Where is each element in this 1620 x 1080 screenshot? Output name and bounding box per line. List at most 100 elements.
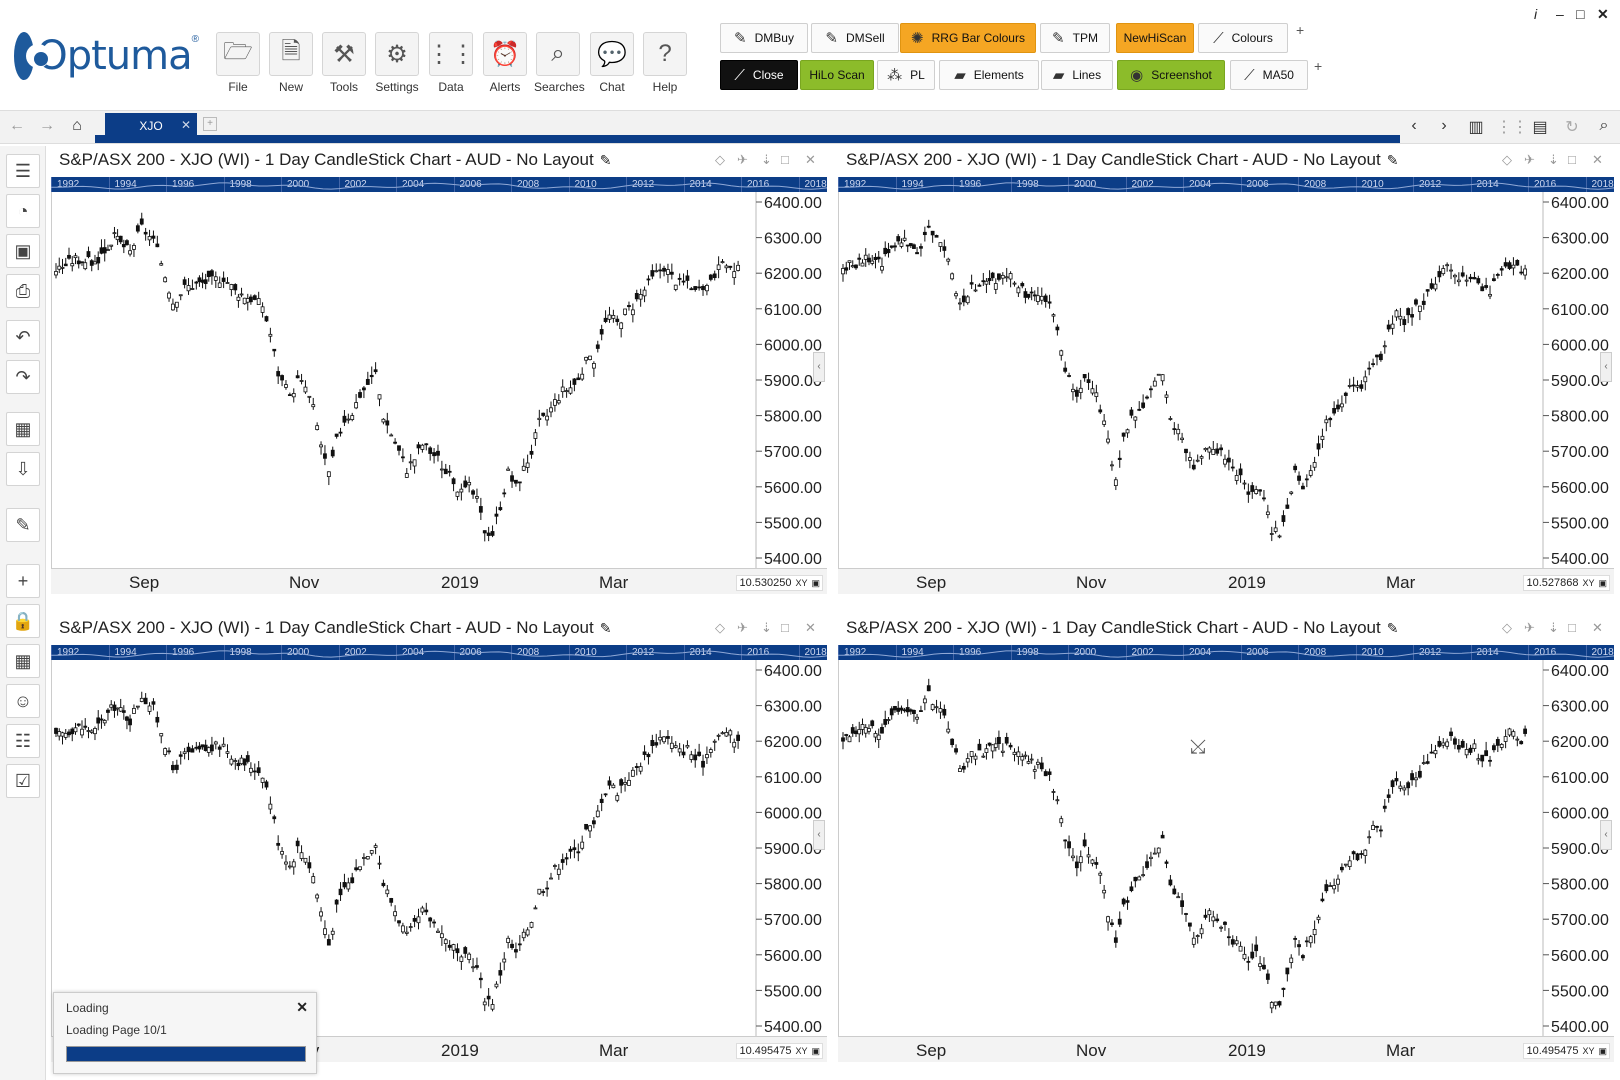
candlestick-plot[interactable]: 6400.00 6300.00 6200.00 6100.00 6000.00 5900.… — [838, 660, 1614, 1036]
sidebar-undo-button[interactable]: ↶ — [6, 320, 40, 354]
pin-icon[interactable]: ✈ — [737, 620, 748, 635]
toolbar-file-button[interactable]: 🗁 File — [214, 32, 262, 98]
toolbar-data-button[interactable]: ⋮⋮ Data — [427, 32, 475, 98]
sidebar-redo-button[interactable]: ↷ — [6, 360, 40, 394]
workbook-icon[interactable]: ▤ — [1532, 119, 1548, 136]
xy-toggle[interactable]: XY — [1582, 1046, 1595, 1056]
close-window-button[interactable]: ✕ — [1597, 6, 1609, 22]
lock-icon[interactable]: ▣ — [811, 1045, 820, 1056]
sort-icon[interactable]: ⇣ — [761, 152, 772, 167]
collapse-axis-handle[interactable]: ‹ — [813, 820, 825, 850]
collapse-axis-handle[interactable]: ‹ — [1600, 352, 1612, 382]
diamond-icon[interactable]: ◇ — [1502, 152, 1512, 167]
maximize-panel-icon[interactable]: □ — [1568, 152, 1576, 167]
refresh-icon[interactable]: ↻ — [1565, 119, 1579, 136]
chart-panel[interactable]: S&P/ASX 200 - XJO (WI) - 1 Day CandleSti… — [838, 146, 1614, 606]
maximize-panel-icon[interactable]: □ — [781, 152, 789, 167]
sidebar-export-button[interactable]: ⇩ — [6, 452, 40, 486]
close-panel-icon[interactable]: ✕ — [1592, 620, 1603, 635]
pin-icon[interactable]: ✈ — [737, 152, 748, 167]
lock-icon[interactable]: ▣ — [1598, 1045, 1607, 1056]
candlestick-plot[interactable]: 6400.00 6300.00 6200.00 6100.00 6000.00 5900.… — [51, 660, 827, 1036]
xy-toggle[interactable]: XY — [795, 578, 808, 588]
quick-lines-button[interactable]: ▰ Lines — [1041, 60, 1113, 90]
add-quick-button-row1[interactable]: + — [1296, 22, 1305, 38]
cursor-readout[interactable]: 10.495475 XY ▣ — [736, 1043, 823, 1059]
quick-tpm-button[interactable]: ✎ TPM — [1040, 23, 1110, 53]
overview-scrollbar[interactable]: 1992 1994 1996 1998 2000 2002 2004 2006 2008 2010… — [51, 177, 827, 192]
maximize-button[interactable]: □ — [1576, 6, 1585, 22]
sidebar-checklist-button[interactable]: ☑ — [6, 764, 40, 798]
toolbar-chat-button[interactable]: 💬 Chat — [588, 32, 636, 98]
sidebar-document-button[interactable]: ☷ — [6, 724, 40, 758]
forward-arrow-icon[interactable]: → — [39, 117, 55, 134]
loading-close-icon[interactable]: ✕ — [296, 999, 308, 1015]
edit-pencil-icon[interactable]: ✎ — [599, 152, 612, 168]
sidebar-print-button[interactable]: ⎙ — [6, 274, 40, 308]
pin-icon[interactable]: ✈ — [1524, 152, 1535, 167]
cursor-readout[interactable]: 10.527868 XY ▣ — [1523, 575, 1610, 591]
quick-screenshot-button[interactable]: ◉ Screenshot — [1117, 60, 1225, 90]
close-panel-icon[interactable]: ✕ — [1592, 152, 1603, 167]
add-quick-button-row2[interactable]: + — [1314, 58, 1323, 74]
edit-pencil-icon[interactable]: ✎ — [1386, 620, 1399, 636]
chevron-left-icon[interactable]: ‹ — [1411, 117, 1417, 134]
chart-panel[interactable]: S&P/ASX 200 - XJO (WI) - 1 Day CandleSti… — [51, 146, 827, 606]
sidebar-list-button[interactable]: ☰ — [6, 154, 40, 188]
xy-toggle[interactable]: XY — [1582, 578, 1595, 588]
cursor-readout[interactable]: 10.495475 XY ▣ — [1523, 1043, 1610, 1059]
lock-icon[interactable]: ▣ — [1598, 577, 1607, 588]
maximize-panel-icon[interactable]: □ — [781, 620, 789, 635]
xy-toggle[interactable]: XY — [795, 1046, 808, 1056]
diamond-icon[interactable]: ◇ — [715, 620, 725, 635]
chart-panel[interactable]: S&P/ASX 200 - XJO (WI) - 1 Day CandleSti… — [838, 614, 1614, 1074]
back-arrow-icon[interactable]: ← — [9, 117, 25, 134]
overview-scrollbar[interactable]: 1992 1994 1996 1998 2000 2002 2004 2006 2008 2010… — [838, 645, 1614, 660]
collapse-axis-handle[interactable]: ‹ — [1600, 820, 1612, 850]
sidebar-save-button[interactable]: ▣ — [6, 234, 40, 268]
sort-icon[interactable]: ⇣ — [1548, 152, 1559, 167]
sidebar-grid-button[interactable]: ▦ — [6, 644, 40, 678]
edit-pencil-icon[interactable]: ✎ — [1386, 152, 1399, 168]
quick-rrg-bar-colours-button[interactable]: ✺ RRG Bar Colours — [900, 23, 1036, 53]
collapse-axis-handle[interactable]: ‹ — [813, 352, 825, 382]
toolbar-tools-button[interactable]: ⚒ Tools — [320, 32, 368, 98]
quick-dmsell-button[interactable]: ✎ DMSell — [811, 23, 899, 53]
pin-icon[interactable]: ✈ — [1524, 620, 1535, 635]
minimize-button[interactable]: – — [1556, 6, 1564, 22]
quick-dmbuy-button[interactable]: ✎ DMBuy — [720, 23, 808, 53]
toolbar-searches-button[interactable]: ⌕ Searches — [534, 32, 585, 98]
quick-elements-button[interactable]: ▰ Elements — [939, 60, 1039, 90]
zoom-search-icon[interactable]: ⌕ — [1599, 117, 1609, 134]
diamond-icon[interactable]: ◇ — [1502, 620, 1512, 635]
layout-icon[interactable]: ▥ — [1468, 119, 1484, 136]
close-panel-icon[interactable]: ✕ — [805, 152, 816, 167]
sidebar-chart-page-button[interactable]: ▦ — [6, 412, 40, 446]
sidebar-wrench-button[interactable]: ✎ — [6, 508, 40, 542]
candlestick-plot[interactable]: 6400.00 6300.00 6200.00 6100.00 6000.00 5900.… — [51, 192, 827, 568]
quick-pl-button[interactable]: ⁂ PL — [877, 60, 935, 90]
quick-hilo-scan-button[interactable]: HiLo Scan — [800, 60, 874, 90]
sidebar-user-button[interactable]: ☺ — [6, 684, 40, 718]
close-panel-icon[interactable]: ✕ — [805, 620, 816, 635]
new-tab-button[interactable]: + — [203, 117, 217, 131]
tile-grid-icon[interactable]: ⋮⋮ — [1496, 119, 1528, 136]
overview-scrollbar[interactable]: 1992 1994 1996 1998 2000 2002 2004 2006 2008 2010… — [838, 177, 1614, 192]
cursor-readout[interactable]: 10.530250 XY ▣ — [736, 575, 823, 591]
quick-close-button[interactable]: ⟋ Close — [720, 60, 798, 90]
edit-pencil-icon[interactable]: ✎ — [599, 620, 612, 636]
info-icon[interactable]: i — [1534, 6, 1538, 22]
tab-xjo[interactable]: XJO ✕ — [105, 113, 197, 139]
tab-close-icon[interactable]: ✕ — [180, 118, 191, 132]
sort-icon[interactable]: ⇣ — [761, 620, 772, 635]
maximize-panel-icon[interactable]: □ — [1568, 620, 1576, 635]
quick-newhiscan-button[interactable]: NewHiScan — [1116, 23, 1194, 53]
sidebar-plus-button[interactable]: + — [6, 564, 40, 598]
toolbar-help-button[interactable]: ? Help — [641, 32, 689, 98]
chevron-right-icon[interactable]: › — [1441, 117, 1447, 134]
toolbar-alerts-button[interactable]: ⏰ Alerts — [481, 32, 529, 98]
quick-colours-button[interactable]: ⟋ Colours — [1198, 23, 1288, 53]
sort-icon[interactable]: ⇣ — [1548, 620, 1559, 635]
lock-icon[interactable]: ▣ — [811, 577, 820, 588]
overview-scrollbar[interactable]: 1992 1994 1996 1998 2000 2002 2004 2006 2008 2010… — [51, 645, 827, 660]
